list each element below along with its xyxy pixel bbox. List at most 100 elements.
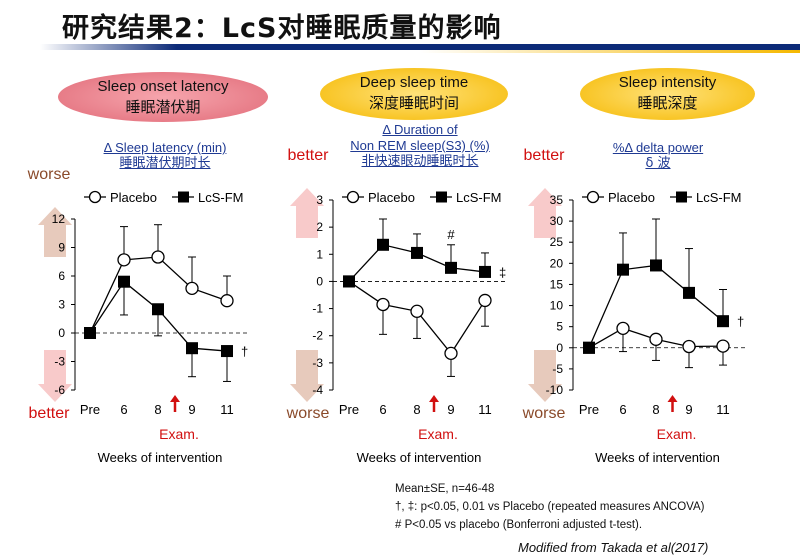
y-tick-label: -2 xyxy=(312,329,323,343)
y-tick-label: 30 xyxy=(550,214,564,228)
exam-arrow-head xyxy=(429,395,439,402)
x-tick-label: 8 xyxy=(413,402,420,417)
footnote-line-1: Mean±SE, n=46-48 xyxy=(395,483,495,495)
y-tick-label: -5 xyxy=(552,362,563,376)
metric-zh: 非快速眼动睡眠时长 xyxy=(361,154,479,169)
metric-zh: 睡眠潜伏期时长 xyxy=(119,156,211,171)
data-point-lcs xyxy=(583,341,595,354)
direction-arrow-down xyxy=(290,350,324,402)
data-point-placebo xyxy=(410,304,424,318)
y-tick-label: 6 xyxy=(58,269,65,283)
significance-marker: # xyxy=(447,227,455,242)
y-tick-label: 10 xyxy=(550,299,564,313)
data-point-lcs xyxy=(445,261,457,274)
direction-arrow-down xyxy=(38,350,72,402)
metric-en: Δ Sleep latency (min) xyxy=(103,140,227,155)
data-point-lcs xyxy=(118,275,130,288)
legend-marker-lcs xyxy=(676,191,687,203)
x-tick-label: Pre xyxy=(339,402,359,417)
data-point-placebo xyxy=(117,253,131,267)
metric-en: %Δ delta power xyxy=(612,140,704,155)
y-tick-label: 12 xyxy=(52,212,66,226)
legend-marker-lcs xyxy=(436,191,447,203)
data-point-lcs xyxy=(343,275,355,288)
legend-label-lcs: LcS-FM xyxy=(696,190,742,205)
bubble-sleep-intensity: Sleep intensity 睡眠深度 xyxy=(580,68,755,120)
x-tick-label: 8 xyxy=(652,402,659,417)
exam-label: Exam. xyxy=(418,426,458,442)
exam-label: Exam. xyxy=(657,426,697,442)
bubble-zh: 睡眠深度 xyxy=(637,94,698,112)
data-point-lcs xyxy=(84,327,96,339)
direction-arrow-up xyxy=(528,188,562,238)
y-tick-label: 5 xyxy=(556,320,563,334)
chart-panel-1: worse better Placebo LcS-FM -6 -3 0 3 6 9 12 Pre 6 8 9… xyxy=(27,166,250,465)
exam-arrow-head xyxy=(170,395,180,402)
footnote-line-3: # P<0.05 vs placebo (Bonferroni adjusted… xyxy=(395,519,643,531)
y-tick-label: -3 xyxy=(312,356,323,370)
legend-marker-placebo xyxy=(346,190,360,204)
y-tick-label: 3 xyxy=(316,193,323,207)
exam-label: Exam. xyxy=(159,426,199,442)
chart-panel-2: better worse Placebo LcS-FM -4 -3 -2 -1 0 1 2 3 Pre 6… xyxy=(286,147,507,465)
y-tick-label: 15 xyxy=(550,277,564,291)
bubble-zh: 睡眠潜伏期 xyxy=(125,98,201,116)
x-tick-label: 11 xyxy=(716,402,730,417)
x-tick-label: 8 xyxy=(154,402,161,417)
data-point-placebo xyxy=(220,294,234,308)
data-point-placebo xyxy=(444,346,458,361)
y-tick-label: 3 xyxy=(58,298,65,312)
x-tick-label: 6 xyxy=(379,402,386,417)
direction-arrow-up xyxy=(38,207,72,257)
y-tick-label: 20 xyxy=(550,256,564,270)
direction-label-top: worse xyxy=(27,166,71,183)
data-point-lcs xyxy=(683,286,695,299)
metric-zh: δ 波 xyxy=(645,156,671,171)
legend-label-placebo: Placebo xyxy=(608,190,655,205)
y-tick-label: 0 xyxy=(58,326,65,340)
legend-marker-placebo xyxy=(586,190,600,204)
data-point-placebo xyxy=(649,332,663,346)
title-underline xyxy=(40,44,800,50)
data-point-lcs xyxy=(152,303,164,316)
legend-label-lcs: LcS-FM xyxy=(456,190,502,205)
title-underline-accent xyxy=(420,50,800,53)
data-point-placebo xyxy=(151,250,165,264)
data-point-lcs xyxy=(221,345,233,358)
legend-marker-placebo xyxy=(88,190,102,204)
bubble-zh: 深度睡眠时间 xyxy=(368,94,459,112)
data-point-lcs xyxy=(377,238,389,251)
bubble-deep-sleep-time: Deep sleep time 深度睡眠时间 xyxy=(320,68,508,120)
direction-label-top: better xyxy=(524,147,566,164)
direction-label-bottom: worse xyxy=(286,405,330,422)
data-point-lcs xyxy=(717,315,729,328)
significance-marker: † xyxy=(241,344,248,359)
y-tick-label: 0 xyxy=(556,341,563,355)
x-tick-label: 6 xyxy=(619,402,626,417)
x-tick-label: 9 xyxy=(188,402,195,417)
data-point-lcs xyxy=(650,259,662,272)
data-point-placebo xyxy=(376,297,390,312)
data-point-placebo xyxy=(716,339,730,353)
data-point-placebo xyxy=(185,281,199,296)
data-point-lcs xyxy=(479,265,491,278)
x-axis-title: Weeks of intervention xyxy=(595,450,720,465)
x-tick-label: 9 xyxy=(447,402,454,417)
y-tick-label: 0 xyxy=(316,274,323,288)
x-tick-label: 6 xyxy=(120,402,127,417)
bubble-sleep-onset-latency: Sleep onset latency 睡眠潜伏期 xyxy=(58,72,268,122)
direction-label-bottom: better xyxy=(29,405,71,422)
y-tick-label: 25 xyxy=(550,235,564,249)
exam-arrow-head xyxy=(667,395,678,402)
data-point-lcs xyxy=(617,263,629,276)
direction-arrow-up xyxy=(290,188,324,238)
metric-label-latency: Δ Sleep latency (min) 睡眠潜伏期时长 xyxy=(75,140,255,172)
y-tick-label: 1 xyxy=(316,247,323,261)
x-axis-title: Weeks of intervention xyxy=(98,450,223,465)
data-point-lcs xyxy=(411,246,423,259)
direction-label-top: better xyxy=(288,147,330,164)
metric-label-delta: %Δ delta power δ 波 xyxy=(578,140,738,172)
direction-label-bottom: worse xyxy=(522,405,566,422)
bubble-en: Sleep intensity xyxy=(618,74,717,91)
